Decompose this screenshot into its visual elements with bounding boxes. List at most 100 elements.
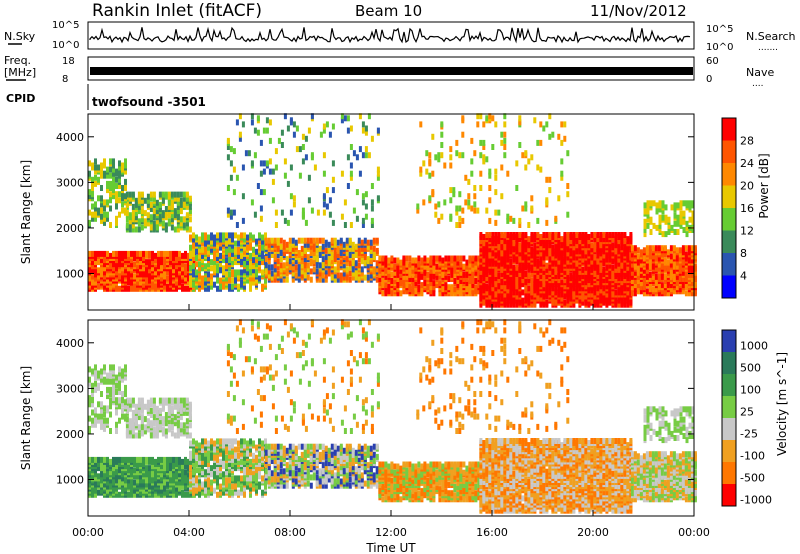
- power-cell: [229, 174, 233, 181]
- power-cell: [545, 219, 549, 226]
- power-cell: [258, 259, 261, 266]
- power-cell: [349, 174, 353, 181]
- power-cell: [462, 263, 466, 270]
- power-cell: [617, 246, 621, 253]
- power-cell: [443, 162, 447, 169]
- power-cell: [301, 211, 305, 218]
- power-cell: [304, 219, 308, 226]
- power-cell: [97, 195, 100, 202]
- power-cell: [250, 113, 254, 120]
- power-cell: [292, 131, 296, 138]
- power-cell: [360, 245, 364, 252]
- power-cell: [175, 279, 178, 286]
- power-cell: [560, 254, 564, 261]
- power-cell: [578, 232, 582, 238]
- power-cell: [485, 232, 489, 238]
- power-cell: [219, 265, 222, 272]
- power-cell: [655, 202, 659, 209]
- power-cell: [444, 269, 448, 276]
- power-cell: [229, 160, 233, 167]
- power-cell: [346, 154, 350, 161]
- power-cell: [376, 166, 380, 173]
- power-cell: [602, 232, 606, 238]
- power-cell: [283, 158, 287, 165]
- power-cell: [360, 270, 364, 277]
- power-cell: [527, 264, 531, 271]
- power-cell: [235, 174, 239, 181]
- power-cell: [623, 238, 627, 245]
- power-cell: [503, 283, 507, 290]
- power-cell: [285, 241, 289, 248]
- power-cell: [432, 255, 436, 262]
- power-cell: [152, 224, 156, 231]
- power-cell: [506, 291, 510, 298]
- power-cell: [252, 234, 255, 241]
- power-cell: [521, 260, 525, 267]
- power-cell: [664, 231, 668, 238]
- power-cell: [351, 270, 355, 277]
- power-cell: [693, 263, 697, 270]
- power-cell: [355, 215, 359, 222]
- power-cell: [103, 162, 106, 169]
- power-cell: [315, 262, 319, 269]
- power-cell: [676, 229, 680, 235]
- power-cell: [259, 189, 263, 196]
- power-cell: [455, 150, 459, 157]
- power-cell: [136, 285, 139, 292]
- power-cell: [267, 268, 271, 275]
- power-cell: [188, 226, 192, 233]
- power-cell: [216, 285, 219, 292]
- power-cell: [554, 232, 558, 238]
- power-cell: [488, 172, 492, 179]
- power-cell: [431, 170, 435, 177]
- power-cell: [530, 195, 534, 202]
- power-cell: [182, 191, 186, 198]
- power-cell: [222, 269, 225, 276]
- power-cell: [681, 269, 685, 276]
- power-cell: [225, 263, 228, 270]
- power-cell: [485, 283, 489, 290]
- power-cell: [473, 207, 477, 214]
- power-cell: [663, 245, 667, 252]
- power-cell: [94, 201, 97, 208]
- power-cell: [497, 277, 501, 284]
- power-cell: [473, 150, 477, 157]
- power-cell: [420, 271, 424, 278]
- power-cell: [429, 276, 433, 282]
- power-cell: [143, 218, 147, 225]
- power-cell: [560, 248, 564, 255]
- power-cell: [243, 267, 246, 274]
- power-cell: [593, 240, 597, 247]
- power-cell: [109, 197, 112, 204]
- power-cell: [605, 232, 609, 238]
- power-cell: [118, 285, 121, 292]
- power-cell: [121, 269, 124, 276]
- power-cell: [651, 261, 655, 268]
- power-cell: [128, 226, 132, 233]
- power-cell: [491, 115, 495, 122]
- power-cell: [488, 236, 492, 243]
- power-cell: [596, 244, 600, 251]
- power-cell: [288, 237, 292, 244]
- velocity-cell: [118, 456, 121, 463]
- power-cell: [146, 220, 150, 227]
- power-cell: [527, 222, 531, 228]
- power-cell: [188, 195, 192, 202]
- power-cell: [361, 121, 365, 128]
- power-cell: [255, 271, 258, 278]
- power-cell: [587, 238, 591, 245]
- power-cell: [349, 144, 353, 150]
- power-cell: [459, 255, 463, 262]
- power-cell: [222, 279, 225, 286]
- power-cell: [542, 125, 546, 132]
- power-cell: [545, 299, 549, 306]
- power-cell: [124, 250, 127, 257]
- power-cell: [331, 219, 335, 226]
- power-cell: [271, 197, 275, 204]
- power-cell: [225, 248, 228, 255]
- power-cell: [222, 265, 225, 272]
- power-cell: [645, 288, 649, 295]
- power-cell: [237, 273, 240, 280]
- power-cell: [596, 279, 600, 286]
